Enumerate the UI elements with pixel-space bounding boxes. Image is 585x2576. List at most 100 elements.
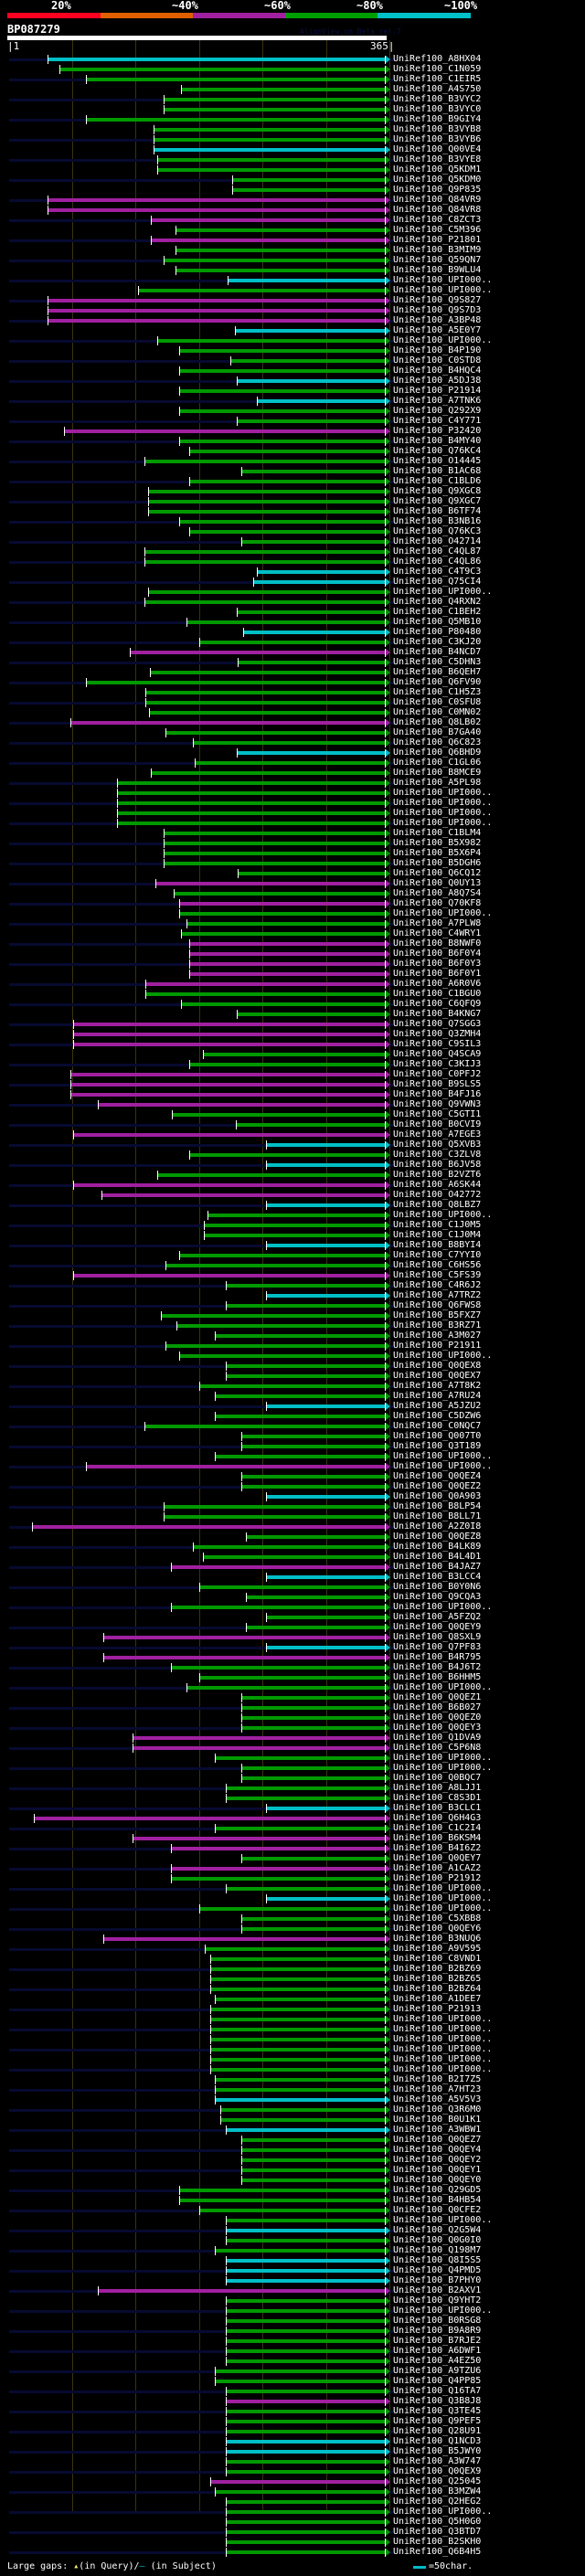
alignment-bar[interactable] (199, 2209, 386, 2212)
alignment-row[interactable]: UniRef100_B8LL71 (0, 1511, 585, 1522)
alignment-bar[interactable] (188, 942, 386, 946)
alignment-row[interactable]: UniRef100_UPI000.. (0, 1351, 585, 1362)
alignment-bar[interactable] (240, 2148, 386, 2152)
alignment-row[interactable]: UniRef100_Q2G5W4 (0, 2225, 585, 2236)
alignment-row[interactable]: UniRef100_Q6H4G3 (0, 1813, 585, 1824)
hit-label[interactable]: UniRef100_C3KIJ3 (393, 1059, 482, 1069)
alignment-bar[interactable] (209, 1957, 386, 1961)
hit-label[interactable]: UniRef100_B2VZT6 (393, 1170, 482, 1180)
alignment-bar[interactable] (225, 2460, 386, 2464)
alignment-row[interactable]: UniRef100_C6HS56 (0, 1260, 585, 1271)
hit-label[interactable]: UniRef100_UPI000.. (393, 798, 493, 808)
hit-label[interactable]: UniRef100_Q2HEG2 (393, 2496, 482, 2507)
alignment-row[interactable]: UniRef100_UPI000.. (0, 788, 585, 799)
alignment-bar[interactable] (47, 309, 386, 313)
hit-label[interactable]: UniRef100_Q8SXL9 (393, 1632, 482, 1642)
alignment-row[interactable]: UniRef100_B4HB54 (0, 2195, 585, 2206)
hit-label[interactable]: UniRef100_C5M396 (393, 225, 482, 235)
alignment-row[interactable]: UniRef100_Q3ZMH4 (0, 1029, 585, 1040)
hit-label[interactable]: UniRef100_Q6FWS8 (393, 1300, 482, 1310)
alignment-bar[interactable] (144, 1425, 386, 1428)
hit-label[interactable]: UniRef100_C5DHN3 (393, 657, 482, 667)
alignment-bar[interactable] (215, 2249, 386, 2253)
hit-label[interactable]: UniRef100_UPI000.. (393, 2306, 493, 2316)
alignment-bar[interactable] (178, 1354, 386, 1358)
alignment-row[interactable]: UniRef100_B6KSM4 (0, 1833, 585, 1844)
hit-label[interactable]: UniRef100_Q4SCA9 (393, 1049, 482, 1059)
hit-label[interactable]: UniRef100_UPI000.. (393, 818, 493, 828)
hit-label[interactable]: UniRef100_Q8I5S5 (393, 2255, 482, 2265)
alignment-row[interactable]: UniRef100_Q9YHT2 (0, 2295, 585, 2306)
alignment-row[interactable]: UniRef100_O42714 (0, 536, 585, 547)
alignment-row[interactable]: UniRef100_UPI000.. (0, 335, 585, 346)
hit-label[interactable]: UniRef100_Q6H4G3 (393, 1813, 482, 1823)
alignment-row[interactable]: UniRef100_UPI000.. (0, 285, 585, 296)
hit-label[interactable]: UniRef100_B6F0Y4 (393, 949, 482, 959)
hit-label[interactable]: UniRef100_B4KNG7 (393, 1009, 482, 1019)
hit-label[interactable]: UniRef100_P21914 (393, 386, 482, 396)
alignment-row[interactable]: UniRef100_Q0QEY1 (0, 2165, 585, 2176)
alignment-bar[interactable] (225, 1284, 386, 1288)
alignment-row[interactable]: UniRef100_C1BGU0 (0, 989, 585, 1000)
alignment-row[interactable]: UniRef100_C4R6J2 (0, 1280, 585, 1291)
alignment-row[interactable]: UniRef100_UPI000.. (0, 1451, 585, 1462)
alignment-bar[interactable] (154, 148, 386, 152)
alignment-row[interactable]: UniRef100_A7T8K2 (0, 1381, 585, 1392)
alignment-bar[interactable] (145, 701, 386, 705)
alignment-bar[interactable] (240, 1776, 386, 1780)
alignment-bar[interactable] (253, 580, 386, 584)
hit-label[interactable]: UniRef100_A1DEE7 (393, 1994, 482, 2004)
hit-label[interactable]: UniRef100_B2SKH0 (393, 2537, 482, 2547)
hit-label[interactable]: UniRef100_A4EZ50 (393, 2356, 482, 2366)
hit-label[interactable]: UniRef100_Q0CFE2 (393, 2205, 482, 2215)
hit-label[interactable]: UniRef100_C0STD8 (393, 355, 482, 366)
alignment-bar[interactable] (176, 228, 386, 232)
hit-label[interactable]: UniRef100_C0SFU8 (393, 697, 482, 707)
hit-label[interactable]: UniRef100_B3MIM9 (393, 245, 482, 255)
alignment-bar[interactable] (238, 872, 386, 875)
alignment-bar[interactable] (193, 1545, 386, 1549)
hit-label[interactable]: UniRef100_B0Y0N6 (393, 1582, 482, 1592)
alignment-row[interactable]: UniRef100_Q0BQC7 (0, 1773, 585, 1784)
alignment-bar[interactable] (225, 1374, 386, 1378)
alignment-row[interactable]: UniRef100_B3VYE8 (0, 154, 585, 165)
alignment-bar[interactable] (178, 2189, 386, 2192)
alignment-row[interactable]: UniRef100_Q6FWS8 (0, 1300, 585, 1311)
alignment-row[interactable]: UniRef100_A8LJJ1 (0, 1783, 585, 1794)
alignment-bar[interactable] (69, 1073, 386, 1076)
hit-label[interactable]: UniRef100_Q3BTD7 (393, 2527, 482, 2537)
hit-label[interactable]: UniRef100_Q84VR8 (393, 205, 482, 215)
alignment-row[interactable]: UniRef100_Q9P835 (0, 185, 585, 196)
alignment-row[interactable]: UniRef100_B3RZ71 (0, 1320, 585, 1331)
hit-label[interactable]: UniRef100_B4JAZ7 (393, 1562, 482, 1572)
alignment-bar[interactable] (170, 1606, 386, 1609)
hit-label[interactable]: UniRef100_UPI000.. (393, 808, 493, 818)
alignment-bar[interactable] (176, 249, 386, 252)
alignment-bar[interactable] (147, 510, 386, 514)
alignment-bar[interactable] (225, 2450, 386, 2454)
hit-label[interactable]: UniRef100_Q76KC4 (393, 446, 482, 456)
hit-label[interactable]: UniRef100_Q9PEF5 (393, 2416, 482, 2426)
hit-label[interactable]: UniRef100_UPI000.. (393, 1893, 493, 1903)
alignment-bar[interactable] (225, 2229, 386, 2232)
alignment-row[interactable]: UniRef100_B2I7Z5 (0, 2074, 585, 2085)
alignment-bar[interactable] (163, 108, 386, 111)
alignment-bar[interactable] (219, 2108, 386, 2112)
alignment-row[interactable]: UniRef100_B6F0Y1 (0, 969, 585, 980)
alignment-row[interactable]: UniRef100_B3NB16 (0, 516, 585, 527)
hit-label[interactable]: UniRef100_B4FJ16 (393, 1089, 482, 1099)
alignment-bar[interactable] (31, 1525, 386, 1529)
hit-label[interactable]: UniRef100_A6SK44 (393, 1180, 482, 1190)
alignment-row[interactable]: UniRef100_Q84VR8 (0, 205, 585, 216)
alignment-bar[interactable] (178, 912, 386, 916)
alignment-row[interactable]: UniRef100_Q75CI4 (0, 577, 585, 588)
alignment-bar[interactable] (225, 1797, 386, 1800)
alignment-bar[interactable] (225, 2420, 386, 2423)
hit-label[interactable]: UniRef100_B6TF74 (393, 506, 482, 516)
alignment-row[interactable]: UniRef100_UPI000.. (0, 2054, 585, 2065)
alignment-row[interactable]: UniRef100_B2SKH0 (0, 2537, 585, 2548)
alignment-row[interactable]: UniRef100_Q6CQ12 (0, 868, 585, 879)
alignment-bar[interactable] (73, 1043, 386, 1046)
alignment-bar[interactable] (209, 2480, 386, 2484)
alignment-bar[interactable] (265, 1575, 386, 1579)
